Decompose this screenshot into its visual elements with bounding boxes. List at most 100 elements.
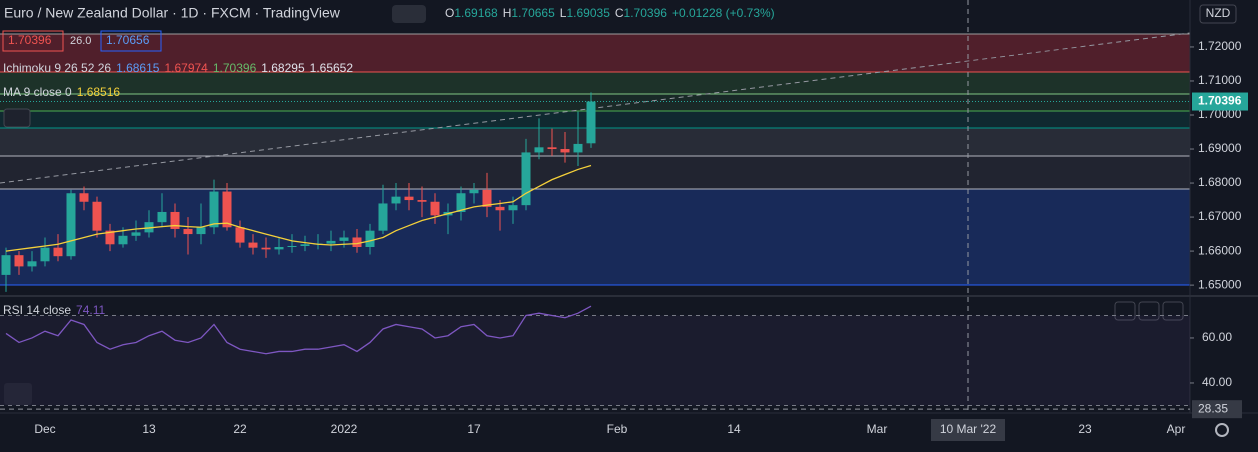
y-tick-label: 1.65000 (1198, 277, 1242, 291)
x-tick-label: Apr (1167, 422, 1186, 436)
y-tick-label: 1.66000 (1198, 243, 1242, 257)
x-tick-label: 10 Mar '22 (940, 422, 997, 436)
buy-price[interactable]: 1.70656 (106, 33, 150, 47)
y-tick-label: 1.69000 (1198, 141, 1242, 155)
x-tick-label: Feb (607, 422, 628, 436)
candle-body (92, 201, 102, 231)
candle-body (261, 247, 271, 250)
candle-body (66, 193, 76, 257)
candle-body (495, 206, 505, 211)
candle-body (183, 228, 193, 235)
candle-body (339, 237, 349, 241)
change: +0.01228 (+0.73%) (672, 6, 775, 20)
buy-box[interactable] (100, 30, 162, 52)
sell-price[interactable]: 1.70396 (8, 33, 52, 47)
candle-body (144, 222, 154, 233)
chart-title: Euro / New Zealand Dollar · 1D · FXCM · … (4, 5, 341, 21)
crosshair-x-box (931, 419, 1005, 441)
ichimoku-value: 1.70396 (213, 61, 257, 75)
y-tick-label: 1.70000 (1198, 107, 1242, 121)
ohlc-label: L (560, 6, 567, 20)
zone (0, 34, 1190, 72)
crosshair-y-label: 28.35 (1198, 401, 1228, 415)
candle-body (287, 245, 297, 248)
candle-body (118, 235, 128, 245)
candle-body (547, 147, 557, 150)
candle-body (456, 193, 466, 212)
candle-body (157, 211, 167, 223)
ma-line (5, 164, 592, 252)
candle-body (365, 230, 375, 248)
last-price-label: 1.70396 (1198, 94, 1242, 108)
y-tick-label: 1.72000 (1198, 39, 1242, 53)
x-tick-label: Mar (867, 422, 888, 436)
rsi-value: 74.11 (76, 303, 105, 317)
x-tick-label: 22 (233, 422, 247, 436)
spread: 26.0 (70, 35, 91, 47)
ohlc-legend: O1.69168 H1.70665 L1.69035 C1.70396 +0.01228… (445, 6, 775, 20)
x-tick-label: 2022 (331, 422, 358, 436)
ma-label: MA 9 close 0 (3, 85, 72, 99)
x-tick-label: 13 (142, 422, 156, 436)
last-price-box (1192, 92, 1248, 111)
candle-body (469, 189, 479, 194)
candle-body (482, 189, 492, 207)
candle-body (300, 244, 310, 246)
candle-body (560, 149, 570, 153)
candle-body (326, 240, 336, 244)
candle-body (170, 211, 180, 229)
candle-body (521, 152, 531, 206)
currency[interactable]: NZD (1206, 6, 1231, 20)
ohlc-label: H (503, 6, 512, 20)
candle-body (40, 247, 50, 262)
candle-body (248, 242, 258, 248)
candle-body (352, 237, 362, 248)
y-tick-label: 40.00 (1202, 375, 1232, 389)
sell-box[interactable] (2, 30, 64, 52)
ohlc-value: 1.69168 (454, 6, 498, 20)
indicator-legend: Ichimoku 9 26 52 26 1.68615 1.67974 1.70396… (3, 61, 353, 75)
ohlc-value: 1.69035 (566, 6, 610, 20)
ohlc-value: 1.70665 (511, 6, 555, 20)
y-tick-label: 60.00 (1202, 330, 1232, 344)
rsi-legend: RSI 14 close 74.11 (3, 303, 106, 317)
candle-body (534, 147, 544, 153)
candle-body (430, 201, 440, 216)
y-tick-label: 1.67000 (1198, 209, 1242, 223)
candle-body (508, 205, 518, 211)
settings-icon[interactable] (1215, 423, 1229, 437)
ma-legend: MA 9 close 0 1.68516 (3, 85, 120, 99)
x-tick-label: 17 (467, 422, 481, 436)
candle-body (196, 227, 206, 235)
candle-body (222, 191, 232, 228)
ohlc-label: C (615, 6, 624, 20)
y-tick-label: 1.68000 (1198, 175, 1242, 189)
zone (0, 72, 1190, 94)
ohlc-value: 1.70396 (624, 6, 668, 20)
candle-body (274, 247, 284, 250)
candle-body (586, 101, 596, 144)
ichimoku-value: 1.65652 (310, 61, 354, 75)
candle-body (27, 261, 37, 267)
candle-body (1, 255, 11, 275)
candle-body (79, 193, 89, 202)
zone (0, 189, 1190, 285)
crosshair-y-box (1192, 400, 1242, 419)
candle-body (378, 203, 388, 231)
candle-body (131, 232, 141, 236)
x-tick-label: 14 (727, 422, 741, 436)
collapse-button[interactable] (3, 108, 31, 128)
trend-line (0, 32, 1191, 184)
toggle[interactable] (392, 5, 426, 23)
rsi-label: RSI 14 close (3, 303, 71, 317)
ichimoku-label: Ichimoku 9 26 52 26 (3, 61, 111, 75)
logo (4, 383, 32, 405)
currency-button[interactable] (1199, 4, 1237, 24)
ma-value: 1.68516 (77, 85, 121, 99)
x-tick-label: Dec (34, 422, 55, 436)
rsi-line (5, 305, 592, 355)
candle-body (105, 230, 115, 245)
candle-body (235, 227, 245, 243)
y-tick-label: 1.71000 (1198, 73, 1242, 87)
